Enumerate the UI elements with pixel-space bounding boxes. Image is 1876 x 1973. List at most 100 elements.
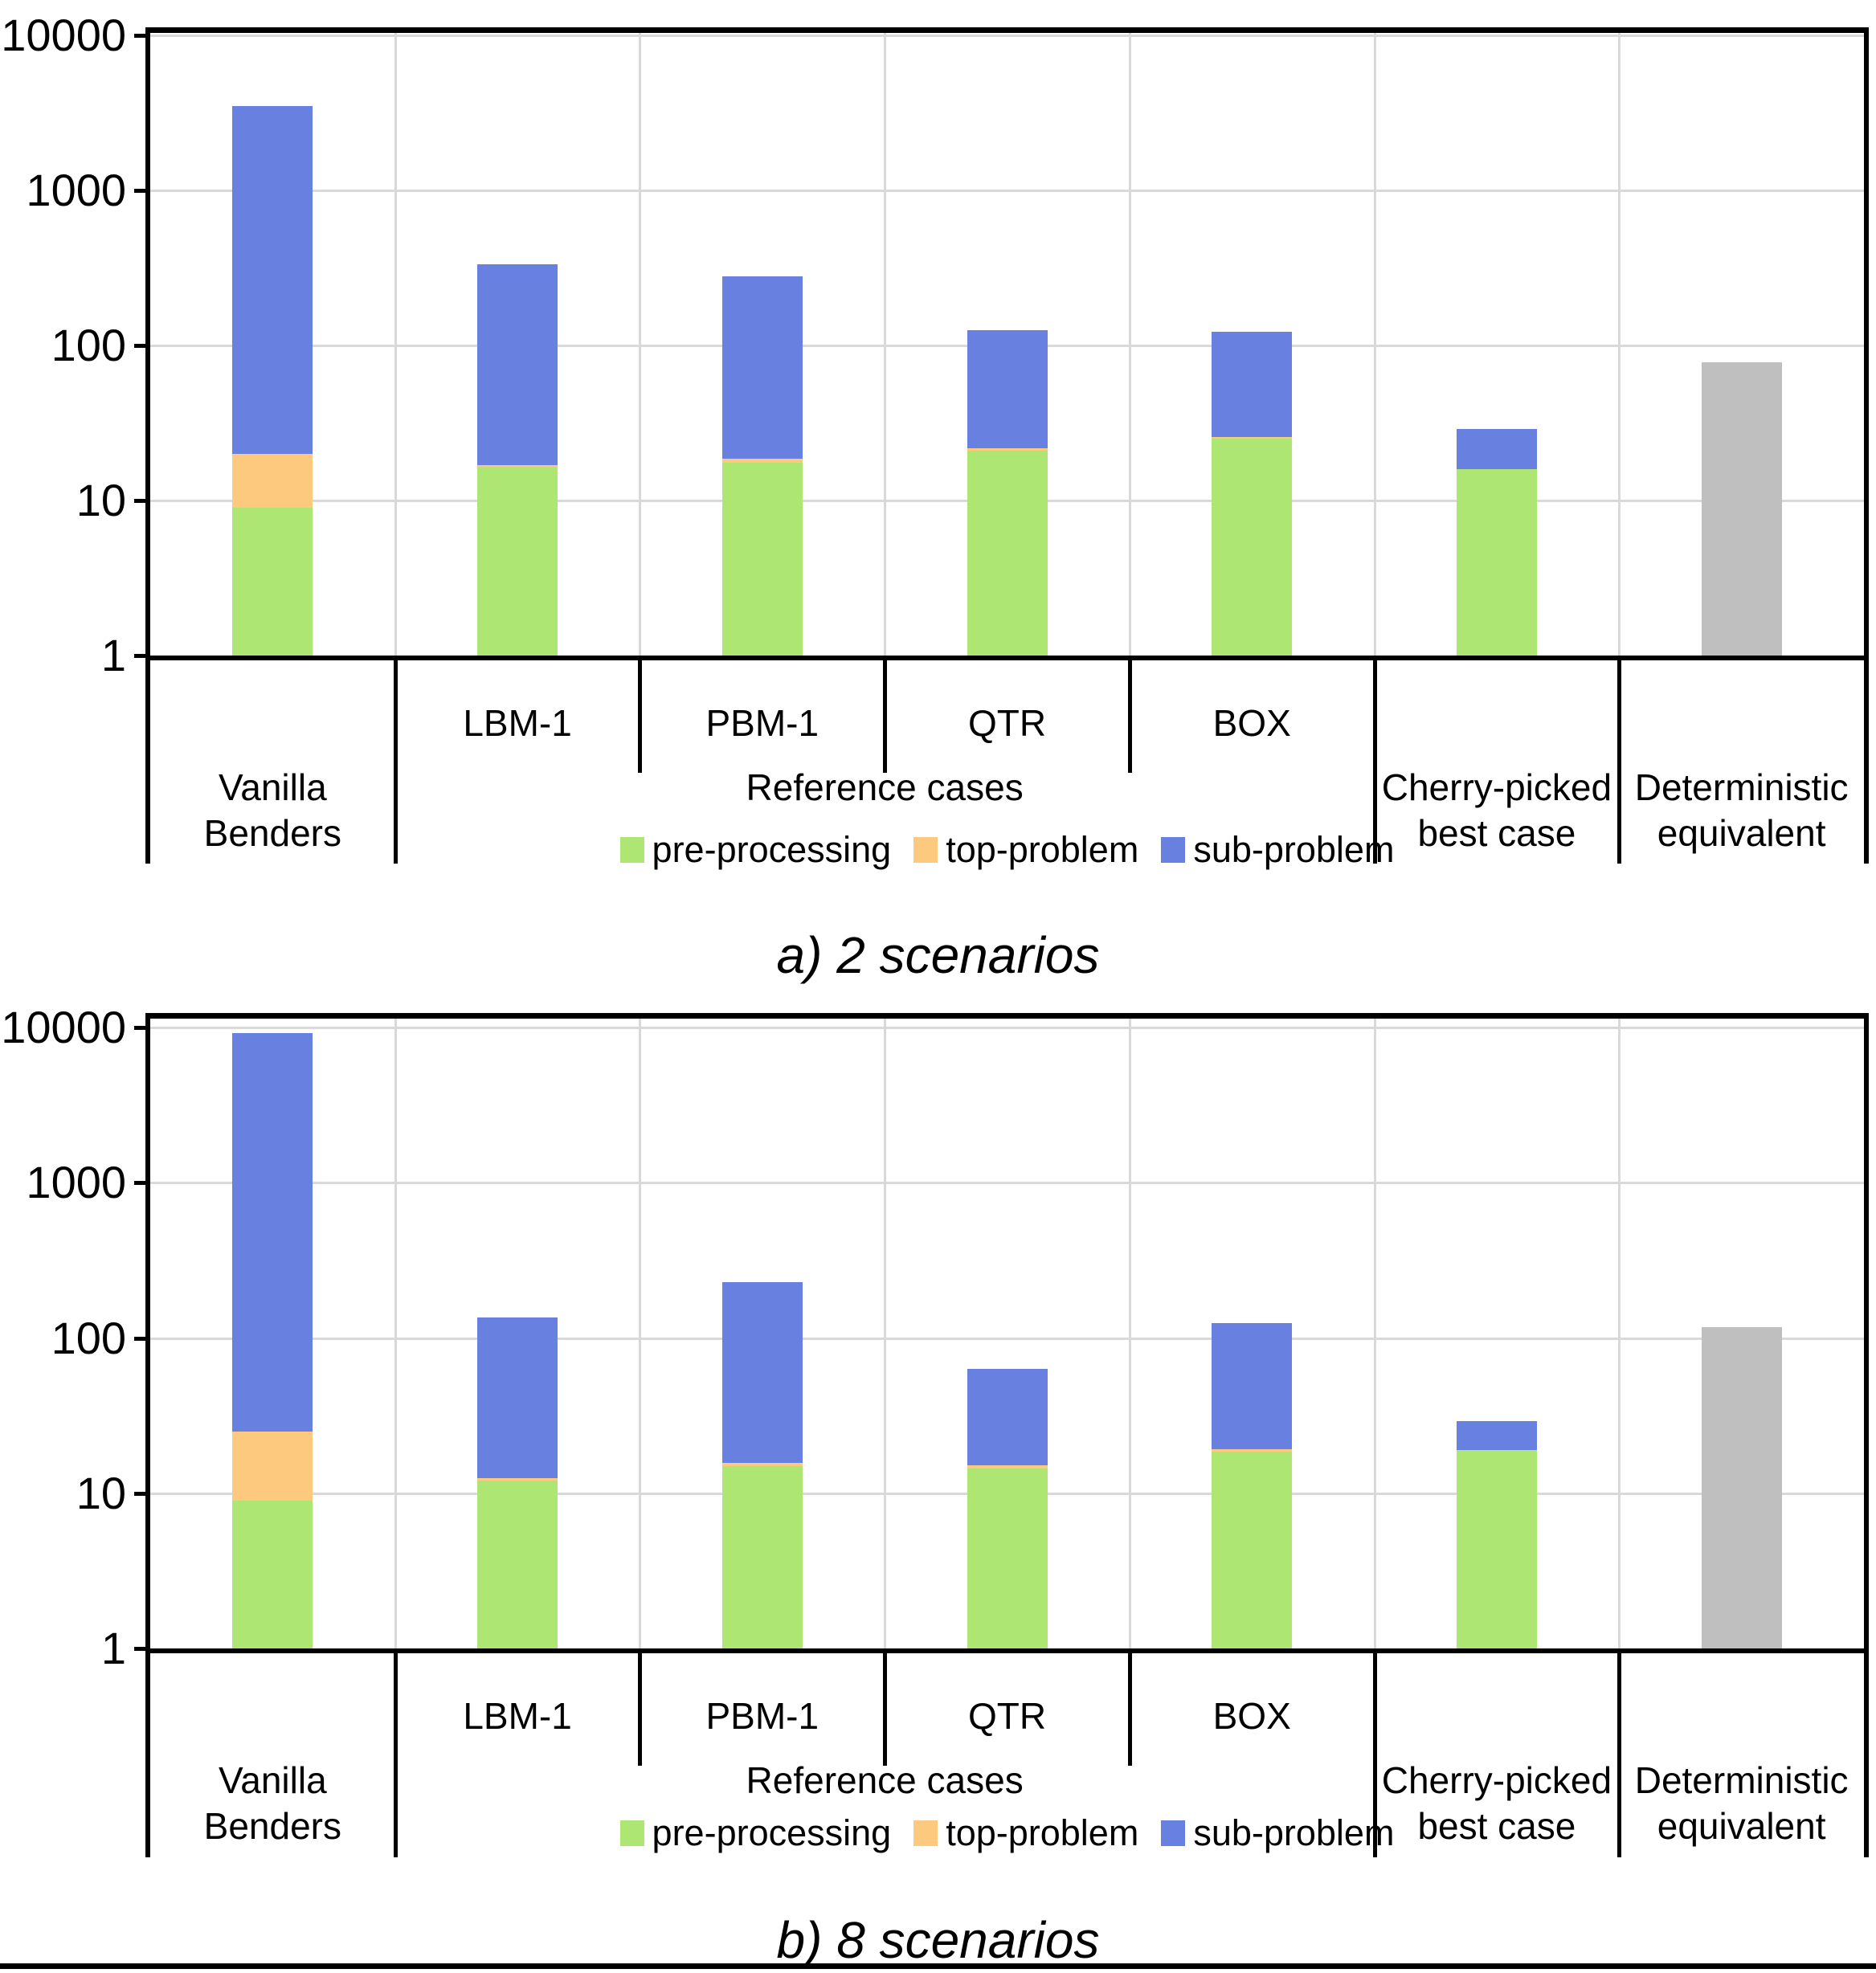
- legend-swatch-pre-processing: [619, 837, 644, 863]
- bar-qtr-sub-problem: [967, 1369, 1048, 1466]
- group-label-reference-cases: Reference cases: [746, 1759, 1024, 1801]
- plot-frame-right: [1864, 1013, 1869, 1857]
- legend-swatch-top-problem: [913, 837, 938, 863]
- y-tick-100: [134, 1336, 145, 1341]
- gridline-v: [639, 32, 642, 656]
- x-divider-long: [1617, 656, 1622, 864]
- gridline-h-10000: [150, 1027, 1864, 1029]
- legend-label-pre-processing: pre-processing: [652, 829, 892, 870]
- gridline-v: [1128, 32, 1131, 656]
- legend-item-top-problem: top-problem: [913, 829, 1138, 871]
- y-tick-1000: [134, 189, 145, 193]
- bar-lbm-1-top-problem: [477, 1478, 558, 1481]
- bar-lbm-1-sub-problem: [477, 263, 558, 465]
- category-label-pbm-1: PBM-1: [705, 1695, 819, 1737]
- chart-b-title: b) 8 scenarios: [776, 1911, 1100, 1969]
- bar-deterministic-equivalent-deterministic: [1701, 362, 1782, 656]
- legend-item-sub-problem: sub-problem: [1161, 1812, 1394, 1854]
- legend-label-top-problem: top-problem: [946, 829, 1139, 870]
- group-label-reference-cases: Reference cases: [746, 766, 1024, 808]
- y-tick-label-10000: 10000: [1, 10, 126, 60]
- category-label-qtr: QTR: [967, 1695, 1047, 1737]
- gridline-h-1000: [150, 190, 1864, 192]
- bar-vanilla-benders-pre-processing: [232, 1500, 313, 1648]
- chart-a-title: a) 2 scenarios: [776, 926, 1100, 984]
- plot-frame-bottom-axis: [145, 656, 1869, 660]
- legend-label-sub-problem: sub-problem: [1193, 829, 1395, 870]
- gridline-v: [884, 1018, 887, 1648]
- gridline-v: [1618, 1018, 1621, 1648]
- bar-pbm-1-top-problem: [721, 1463, 803, 1466]
- bar-pbm-1-pre-processing: [721, 463, 803, 656]
- category-label-box: BOX: [1212, 702, 1291, 744]
- y-tick-label-1: 1: [100, 1623, 126, 1673]
- bar-vanilla-benders-pre-processing: [232, 507, 313, 656]
- x-divider-long: [393, 1648, 398, 1857]
- bar-vanilla-benders-sub-problem: [232, 1032, 313, 1432]
- y-tick-label-1000: 1000: [26, 165, 126, 215]
- y-tick-label-1000: 1000: [26, 1157, 126, 1208]
- bar-vanilla-benders-top-problem: [232, 453, 313, 508]
- x-divider-short: [883, 1648, 888, 1766]
- gridline-v: [639, 1018, 642, 1648]
- bar-vanilla-benders-sub-problem: [232, 105, 313, 454]
- bar-cherry-picked-best-case-sub-problem: [1456, 428, 1537, 469]
- bar-qtr-sub-problem: [967, 330, 1048, 448]
- bar-qtr-pre-processing: [967, 450, 1048, 656]
- bar-lbm-1-pre-processing: [477, 467, 558, 656]
- category-label-lbm-1: LBM-1: [463, 702, 572, 744]
- gridline-v: [394, 1018, 397, 1648]
- bar-pbm-1-pre-processing: [721, 1465, 803, 1648]
- legend-swatch-top-problem: [913, 1820, 938, 1846]
- gridline-h-10000: [150, 35, 1864, 37]
- y-tick-1000: [134, 1181, 145, 1186]
- gridline-h-100: [150, 1337, 1864, 1340]
- bar-box-sub-problem: [1212, 332, 1293, 437]
- bar-box-pre-processing: [1212, 439, 1293, 656]
- legend-swatch-sub-problem: [1161, 837, 1186, 863]
- gridline-v: [394, 32, 397, 656]
- y-tick-label-100: 100: [51, 1312, 126, 1363]
- y-tick-10: [134, 1491, 145, 1496]
- gridline-v: [1618, 32, 1621, 656]
- y-tick-10: [134, 499, 145, 503]
- bar-qtr-top-problem: [967, 447, 1048, 451]
- y-tick-label-10: 10: [76, 1467, 126, 1518]
- gridline-h-1000: [150, 1182, 1864, 1185]
- plot-frame-top: [145, 27, 1869, 33]
- y-tick-label-100: 100: [51, 320, 126, 370]
- gridline-v: [1373, 32, 1376, 656]
- legend: pre-processing top-problem sub-problem: [150, 829, 1864, 871]
- y-tick-100: [134, 344, 145, 348]
- legend: pre-processing top-problem sub-problem: [150, 1812, 1864, 1854]
- bar-pbm-1-sub-problem: [721, 276, 803, 460]
- plot-frame-right: [1864, 27, 1869, 864]
- y-tick-10000: [134, 1026, 145, 1030]
- bar-box-top-problem: [1212, 1449, 1293, 1452]
- legend-item-top-problem: top-problem: [913, 1812, 1138, 1854]
- x-divider-long: [1372, 656, 1377, 864]
- x-divider-long: [1617, 1648, 1622, 1857]
- x-divider-short: [638, 656, 643, 773]
- y-tick-label-10000: 10000: [1, 1002, 126, 1052]
- bar-box-top-problem: [1212, 436, 1293, 439]
- legend-item-pre-processing: pre-processing: [619, 1812, 891, 1854]
- category-label-box: BOX: [1212, 1695, 1291, 1737]
- bar-box-pre-processing: [1212, 1452, 1293, 1648]
- x-divider-short: [1127, 1648, 1132, 1766]
- plot-frame-top: [145, 1013, 1869, 1019]
- legend-swatch-sub-problem: [1161, 1820, 1186, 1846]
- bar-lbm-1-sub-problem: [477, 1317, 558, 1479]
- legend-label-sub-problem: sub-problem: [1193, 1812, 1395, 1853]
- group-label-cherry-picked-best-case: Cherry-picked best case: [1381, 1759, 1612, 1847]
- category-label-qtr: QTR: [967, 702, 1047, 744]
- group-label-vanilla-benders: Vanilla Benders: [203, 766, 342, 854]
- y-axis-line: [145, 27, 150, 864]
- bar-pbm-1-sub-problem: [721, 1281, 803, 1464]
- x-divider-short: [1127, 656, 1132, 773]
- y-tick-1: [134, 654, 145, 658]
- y-axis-line: [145, 1013, 150, 1857]
- x-divider-short: [883, 656, 888, 773]
- page-bottom-rule: [0, 1963, 1876, 1969]
